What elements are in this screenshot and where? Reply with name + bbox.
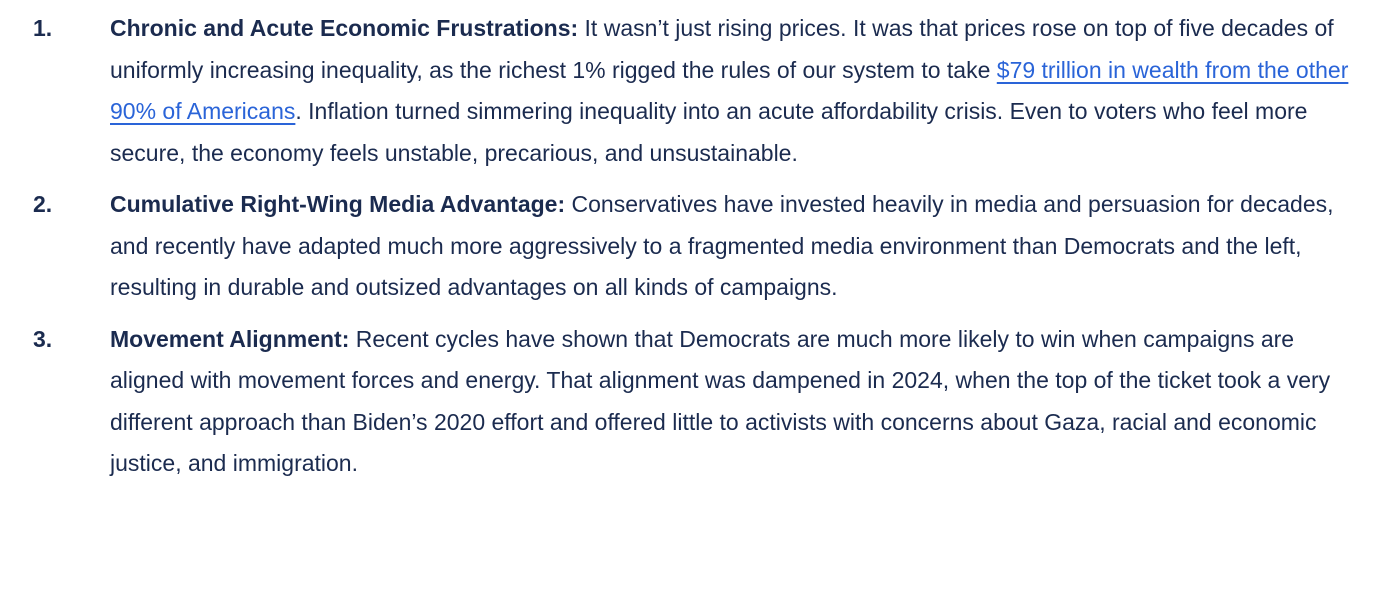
list-item-body-after-link: . Inflation turned simmering inequality … [110,98,1308,166]
numbered-list: 1. Chronic and Acute Economic Frustratio… [33,8,1372,485]
list-item-text: Cumulative Right-Wing Media Advantage: C… [110,184,1372,309]
list-item-number: 2. [33,191,53,217]
list-item-number: 3. [33,325,53,352]
list-item-heading: Chronic and Acute Economic Frustrations: [110,15,579,41]
list-item-movement-alignment: 3. Movement Alignment: Recent cycles hav… [33,319,1372,485]
list-item-heading: Movement Alignment: [110,325,350,352]
wealth-transfer-link[interactable]: $79 trillion in wealth from the other 90… [110,56,1349,125]
list-item-economic-frustrations: 1. Chronic and Acute Economic Frustratio… [33,8,1372,174]
list-item-text: Chronic and Acute Economic Frustrations:… [110,8,1372,174]
list-item-body-before-link: It wasn’t just rising prices. It was tha… [110,15,1334,83]
list-item-number: 1. [33,15,53,41]
list-item-body: Recent cycles have shown that Democrats … [110,325,1331,477]
list-item-text: Movement Alignment: Recent cycles have s… [110,319,1372,485]
list-item-heading: Cumulative Right-Wing Media Advantage: [110,191,566,217]
list-item-body: Conservatives have invested heavily in m… [110,191,1334,300]
list-item-media-advantage: 2. Cumulative Right-Wing Media Advantage… [33,184,1372,309]
